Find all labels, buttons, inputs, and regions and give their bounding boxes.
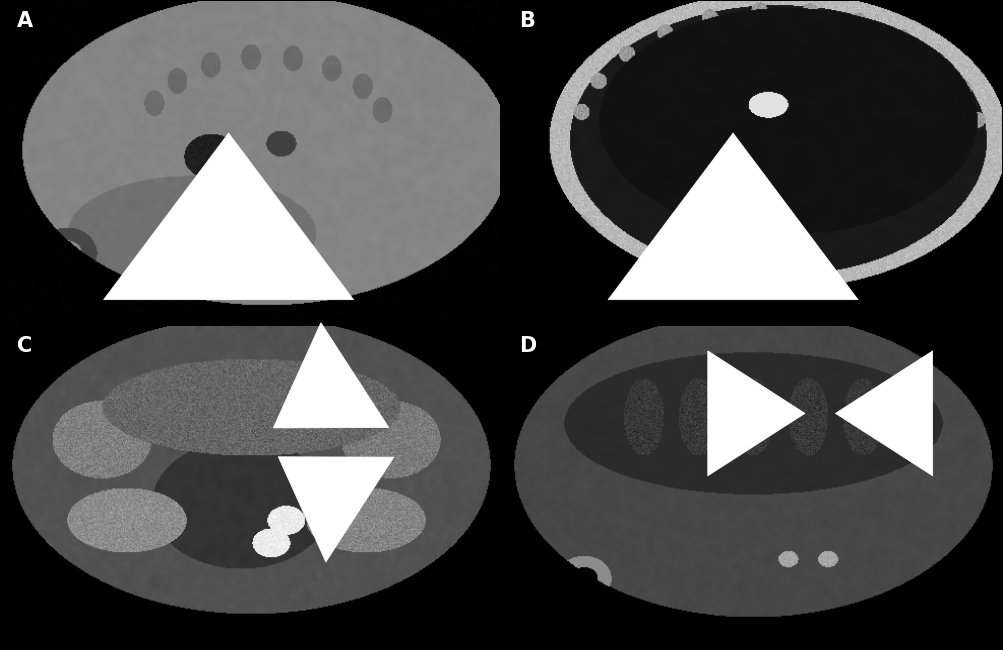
Text: A: A [17, 11, 33, 31]
Text: B: B [519, 11, 535, 31]
Text: D: D [519, 336, 536, 356]
Text: C: C [17, 336, 32, 356]
